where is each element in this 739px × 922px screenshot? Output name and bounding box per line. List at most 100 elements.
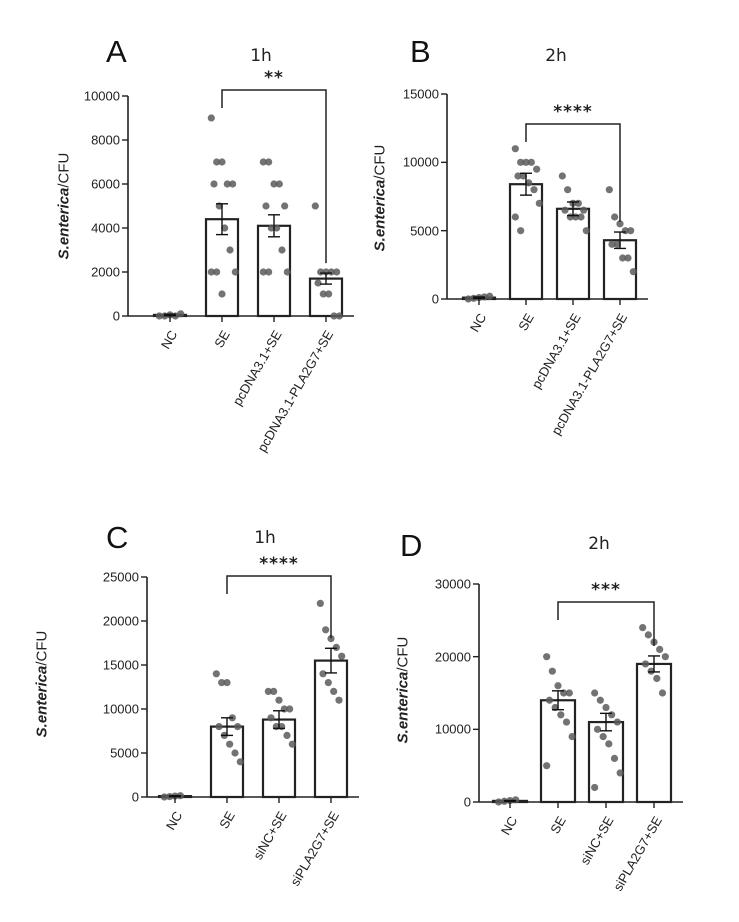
- data-point: [213, 670, 220, 677]
- data-point: [232, 268, 239, 275]
- data-point: [218, 290, 225, 297]
- data-point: [594, 726, 601, 733]
- data-point: [486, 293, 493, 300]
- data-point: [564, 186, 571, 193]
- y-tick-label: 10000: [435, 722, 471, 737]
- data-point: [611, 213, 618, 220]
- data-point: [591, 784, 598, 791]
- data-point: [569, 733, 576, 740]
- data-point: [270, 688, 277, 695]
- y-tick-label: 10000: [103, 702, 139, 717]
- data-point: [319, 670, 326, 677]
- data-point: [208, 114, 215, 121]
- data-point: [234, 723, 241, 730]
- data-point: [267, 714, 274, 721]
- data-point: [536, 200, 543, 207]
- y-tick-label: 8000: [91, 133, 120, 148]
- data-point: [517, 227, 524, 234]
- data-point: [336, 312, 343, 319]
- data-point: [557, 711, 564, 718]
- data-point: [617, 769, 624, 776]
- data-point: [265, 158, 272, 165]
- data-point: [286, 705, 293, 712]
- y-tick-label: 20000: [435, 649, 471, 664]
- bar: [263, 720, 295, 797]
- data-point: [265, 268, 272, 275]
- chart-panel-b: B 2h S.enterica/CFU 050001000015000NCSEp…: [370, 0, 739, 460]
- data-point: [317, 600, 324, 607]
- data-point: [653, 675, 660, 682]
- y-tick-label: 2000: [91, 265, 120, 280]
- data-point: [325, 679, 332, 686]
- data-point: [275, 697, 282, 704]
- y-tick-label: 25000: [103, 570, 139, 585]
- y-tick-label: 6000: [91, 177, 120, 192]
- data-point: [314, 279, 321, 286]
- y-tick-label: 15000: [103, 658, 139, 673]
- data-point: [549, 668, 556, 675]
- data-point: [512, 796, 519, 803]
- significance-label: ****: [553, 102, 593, 122]
- data-point: [627, 227, 634, 234]
- data-point: [281, 202, 288, 209]
- y-tick-label: 0: [432, 292, 439, 307]
- data-point: [335, 697, 342, 704]
- data-point: [559, 172, 566, 179]
- y-tick-label: 5000: [110, 746, 139, 761]
- data-point: [659, 689, 666, 696]
- y-tick-label: 30000: [435, 577, 471, 592]
- y-tick-label: 0: [132, 790, 139, 805]
- data-point: [512, 145, 519, 152]
- data-point: [512, 213, 519, 220]
- data-point: [226, 246, 233, 253]
- data-point: [642, 660, 649, 667]
- data-point: [330, 688, 337, 695]
- data-point: [624, 254, 631, 261]
- data-point: [215, 723, 222, 730]
- data-point: [229, 180, 236, 187]
- data-point: [210, 180, 217, 187]
- data-point: [543, 653, 550, 660]
- data-point: [226, 741, 233, 748]
- data-point: [177, 310, 184, 317]
- data-point: [630, 268, 637, 275]
- data-point: [278, 246, 285, 253]
- data-point: [597, 697, 604, 704]
- data-point: [338, 653, 345, 660]
- significance-label: ****: [259, 554, 299, 574]
- data-point: [533, 166, 540, 173]
- data-point: [530, 186, 537, 193]
- significance-bracket: [558, 602, 654, 646]
- data-point: [333, 644, 340, 651]
- y-tick-label: 4000: [91, 221, 120, 236]
- data-point: [554, 682, 561, 689]
- data-point: [645, 631, 652, 638]
- data-point: [284, 268, 291, 275]
- data-point: [614, 718, 621, 725]
- data-point: [566, 689, 573, 696]
- data-point: [605, 740, 612, 747]
- data-point: [223, 679, 230, 686]
- y-tick-label: 20000: [103, 614, 139, 629]
- chart-panel-c: C 1h S.enterica/CFU 05000100001500020000…: [0, 462, 370, 922]
- y-tick-label: 0: [113, 309, 120, 324]
- chart-panel-d: D 2h S.enterica/CFU 0100002000030000NCSE…: [370, 462, 739, 922]
- data-point: [325, 290, 332, 297]
- chart-panel-a: A 1h S.enterica/CFU 02000400060008000100…: [0, 0, 370, 460]
- y-tick-label: 10000: [403, 155, 439, 170]
- data-point: [262, 202, 269, 209]
- data-point: [611, 755, 618, 762]
- data-point: [237, 758, 244, 765]
- data-point: [563, 718, 570, 725]
- data-point: [276, 180, 283, 187]
- significance-label: **: [264, 68, 284, 88]
- data-point: [561, 207, 568, 214]
- significance-bracket: [227, 576, 331, 638]
- data-point: [583, 227, 590, 234]
- data-point: [543, 762, 550, 769]
- data-point: [546, 697, 553, 704]
- data-point: [213, 268, 220, 275]
- data-point: [600, 733, 607, 740]
- significance-label: ***: [591, 580, 621, 600]
- y-tick-label: 15000: [403, 87, 439, 102]
